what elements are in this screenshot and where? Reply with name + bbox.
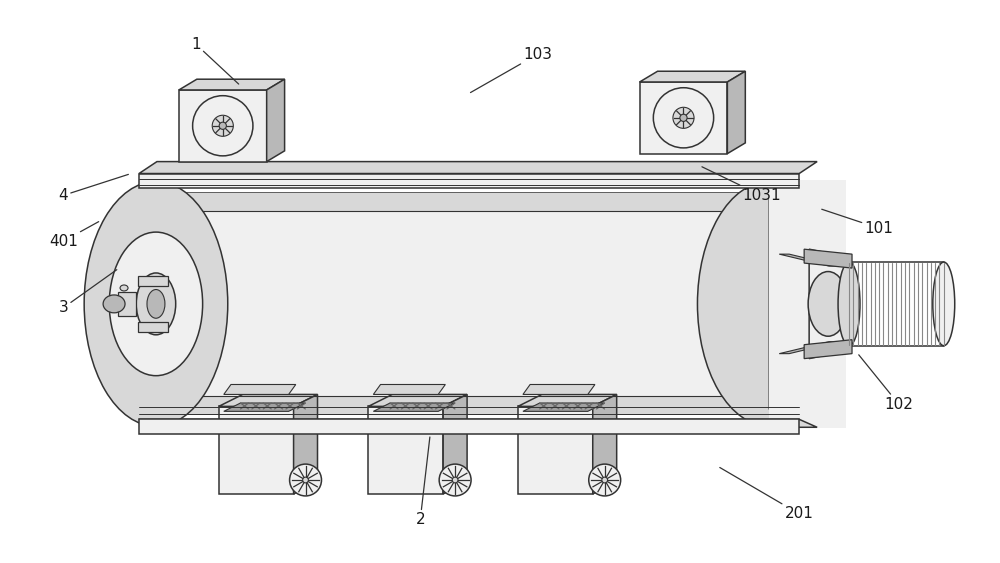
Ellipse shape	[136, 273, 176, 335]
Ellipse shape	[103, 295, 125, 313]
Circle shape	[602, 477, 608, 483]
Polygon shape	[179, 90, 267, 162]
Polygon shape	[523, 385, 595, 395]
Polygon shape	[593, 395, 617, 494]
Ellipse shape	[933, 262, 955, 346]
Text: 201: 201	[720, 467, 814, 521]
Text: 1: 1	[191, 37, 239, 84]
Text: 401: 401	[49, 222, 99, 249]
Ellipse shape	[109, 232, 203, 376]
Polygon shape	[219, 406, 294, 494]
Polygon shape	[368, 406, 443, 494]
Polygon shape	[804, 339, 852, 359]
Polygon shape	[139, 173, 799, 189]
Ellipse shape	[838, 262, 860, 346]
Polygon shape	[373, 385, 445, 395]
Text: 3: 3	[58, 270, 117, 315]
Polygon shape	[138, 276, 168, 286]
Polygon shape	[640, 82, 727, 154]
Ellipse shape	[697, 181, 841, 426]
Polygon shape	[267, 79, 285, 162]
Polygon shape	[518, 406, 593, 494]
Polygon shape	[139, 419, 799, 434]
Polygon shape	[804, 249, 852, 268]
Polygon shape	[156, 194, 769, 211]
Polygon shape	[373, 403, 455, 412]
Polygon shape	[727, 72, 745, 154]
Polygon shape	[769, 180, 846, 428]
Circle shape	[219, 122, 226, 129]
Ellipse shape	[147, 289, 165, 318]
Text: 103: 103	[471, 47, 552, 92]
Polygon shape	[640, 72, 745, 82]
Text: 2: 2	[415, 437, 430, 528]
Polygon shape	[139, 419, 817, 427]
Circle shape	[653, 88, 714, 148]
Polygon shape	[139, 162, 817, 173]
Polygon shape	[809, 249, 847, 359]
Polygon shape	[224, 403, 305, 412]
Circle shape	[452, 477, 458, 483]
Circle shape	[673, 108, 694, 128]
Text: 4: 4	[58, 175, 128, 203]
Ellipse shape	[84, 181, 228, 426]
Polygon shape	[779, 254, 839, 266]
Text: 102: 102	[859, 355, 913, 412]
Polygon shape	[224, 385, 296, 395]
Polygon shape	[518, 395, 617, 406]
Polygon shape	[138, 322, 168, 332]
Circle shape	[589, 464, 621, 496]
Circle shape	[290, 464, 321, 496]
Text: 1031: 1031	[702, 167, 781, 203]
Circle shape	[303, 477, 308, 483]
Polygon shape	[118, 292, 136, 316]
Text: 101: 101	[822, 209, 893, 236]
Polygon shape	[219, 395, 318, 406]
Ellipse shape	[808, 271, 848, 336]
Circle shape	[212, 115, 233, 136]
Polygon shape	[779, 342, 839, 354]
Circle shape	[439, 464, 471, 496]
Polygon shape	[523, 403, 605, 412]
Polygon shape	[156, 396, 769, 414]
Ellipse shape	[120, 285, 128, 291]
Polygon shape	[156, 194, 769, 414]
Polygon shape	[443, 395, 467, 494]
Polygon shape	[294, 395, 318, 494]
Circle shape	[680, 114, 687, 122]
Polygon shape	[769, 198, 809, 409]
Polygon shape	[368, 395, 467, 406]
Circle shape	[193, 96, 253, 156]
Polygon shape	[179, 79, 285, 90]
